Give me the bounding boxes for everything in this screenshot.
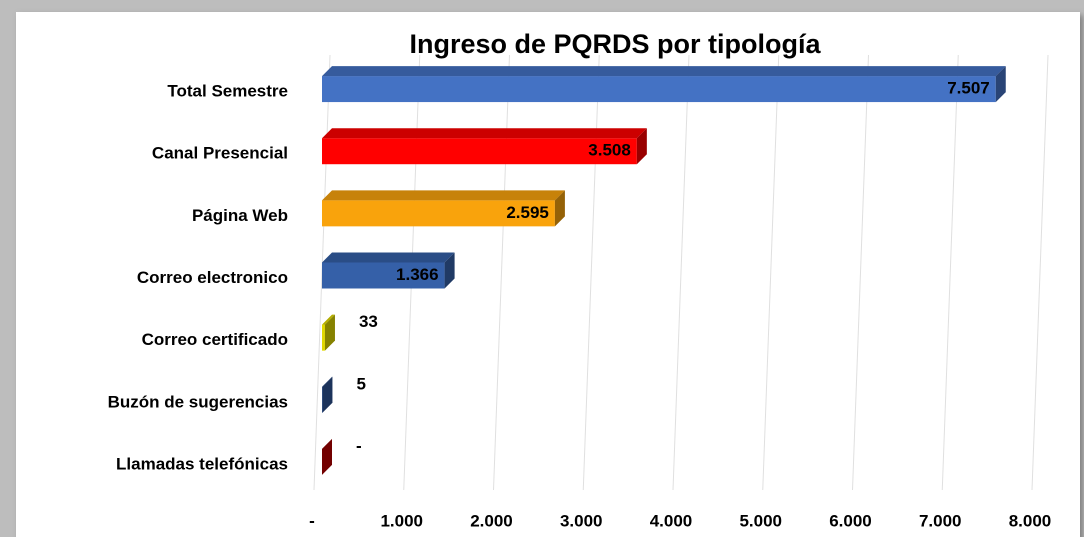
y-tick-label: Página Web: [192, 206, 288, 225]
grid-line: [762, 54, 780, 491]
grid-line: [1031, 54, 1049, 491]
bar-top: [322, 376, 333, 387]
bar-side: [324, 314, 335, 351]
x-tick-label: 5.000: [739, 511, 782, 530]
bar-side: [444, 252, 455, 289]
data-label: 7.507: [947, 79, 990, 98]
bar-side: [636, 128, 647, 165]
bar-side: [322, 376, 333, 413]
bar-side: [995, 66, 1006, 103]
grid-line: [852, 54, 869, 491]
bar-front: [322, 138, 637, 165]
grid-line: [582, 54, 600, 491]
data-label: 5: [356, 374, 365, 393]
bar-front: [322, 262, 445, 289]
data-label: 2.595: [506, 203, 549, 222]
data-label: -: [356, 436, 362, 455]
y-tick-label: Correo electronico: [137, 268, 288, 287]
x-tick-label: -: [309, 511, 315, 530]
bar-top: [322, 66, 1006, 77]
y-tick-label: Buzón de sugerencias: [108, 392, 288, 411]
chart-title: Ingreso de PQRDS por tipología: [409, 29, 821, 59]
bar-front: [322, 76, 996, 103]
bar-front: [322, 324, 325, 351]
bar-side: [554, 190, 565, 227]
x-tick-label: 2.000: [470, 511, 513, 530]
x-tick-label: 1.000: [380, 511, 423, 530]
grid-line: [941, 54, 959, 491]
bar-top: [322, 190, 565, 201]
bar-top: [322, 128, 647, 139]
grid-line: [493, 54, 510, 491]
x-tick-label: 8.000: [1009, 511, 1052, 530]
data-label: 1.366: [396, 265, 439, 284]
bar-top: [322, 314, 335, 325]
y-tick-label: Total Semestre: [167, 82, 288, 101]
x-tick-label: 6.000: [829, 511, 872, 530]
bar-front: [322, 200, 555, 227]
data-label: 3.508: [588, 141, 631, 160]
grid-line: [672, 54, 690, 491]
y-tick-label: Correo certificado: [142, 330, 288, 349]
data-label: 33: [359, 312, 378, 331]
x-tick-label: 3.000: [560, 511, 603, 530]
y-tick-label: Canal Presencial: [152, 144, 288, 163]
bar-side: [322, 438, 332, 475]
y-tick-label: Llamadas telefónicas: [116, 454, 288, 473]
x-tick-label: 7.000: [919, 511, 962, 530]
bar-top: [322, 252, 455, 263]
x-tick-label: 4.000: [650, 511, 693, 530]
